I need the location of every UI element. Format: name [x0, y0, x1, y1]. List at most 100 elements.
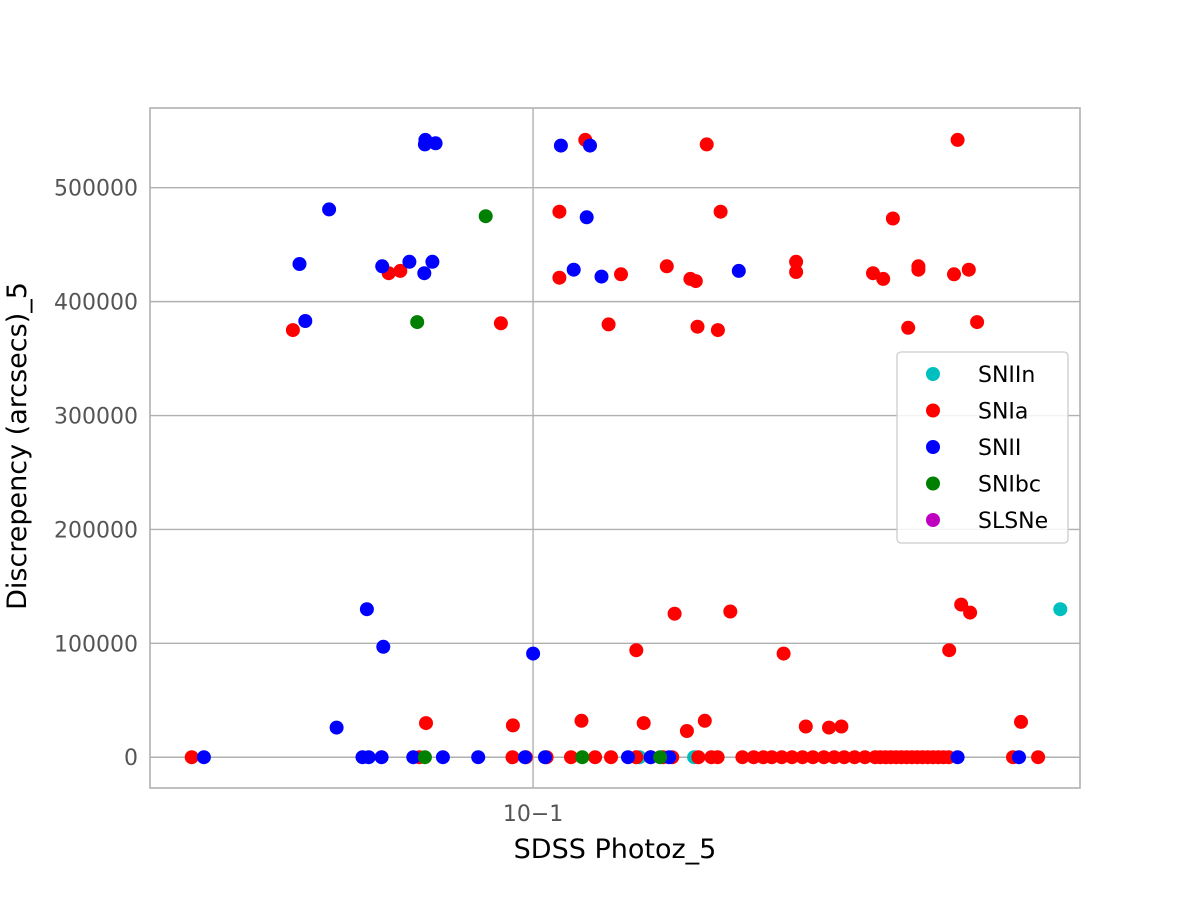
point-snia: [285, 323, 300, 338]
point-snia: [636, 716, 651, 731]
point-snia: [963, 605, 978, 620]
legend-marker-sniin: [926, 367, 940, 381]
point-snia: [876, 271, 891, 286]
point-snii: [594, 269, 609, 284]
point-snii: [374, 750, 389, 765]
point-snia: [816, 750, 831, 765]
point-snia: [857, 750, 872, 765]
legend-marker-snii: [926, 440, 940, 454]
data-points: [184, 132, 1068, 765]
point-snia: [493, 316, 508, 331]
point-snii: [518, 750, 532, 765]
point-snia: [795, 750, 810, 765]
point-snia: [746, 750, 761, 765]
point-snia: [776, 646, 791, 661]
point-snii: [621, 750, 635, 765]
series-snibc: [410, 209, 668, 765]
point-snia: [691, 750, 706, 765]
point-snia: [697, 713, 712, 728]
point-snia: [798, 719, 813, 734]
point-snia: [834, 719, 849, 734]
point-snia: [735, 750, 750, 765]
point-snia: [659, 259, 674, 274]
point-snia: [184, 750, 199, 765]
y-axis-label: Discrepency (arcsecs)_5: [2, 282, 33, 610]
point-snii: [526, 646, 541, 661]
legend-label-snibc: SNIbc: [978, 473, 1041, 498]
point-snia: [690, 319, 705, 334]
point-snii: [428, 136, 443, 151]
point-snia: [564, 750, 578, 765]
point-snia: [393, 263, 408, 278]
point-snii: [538, 750, 552, 765]
legend-marker-snibc: [926, 476, 940, 491]
point-snia: [970, 315, 985, 330]
legend-label-snia: SNIa: [978, 400, 1028, 425]
point-snii: [361, 750, 376, 765]
y-tick-label: 200000: [54, 518, 138, 543]
point-snia: [785, 750, 799, 765]
point-snia: [710, 323, 725, 338]
point-snia: [942, 643, 957, 658]
point-snia: [688, 274, 703, 289]
point-snii: [731, 263, 746, 278]
point-snia: [847, 750, 862, 765]
point-snii: [425, 254, 440, 269]
point-snia: [699, 137, 714, 152]
point-snia: [574, 713, 589, 728]
point-snii: [1012, 750, 1026, 765]
point-snia: [885, 211, 900, 226]
point-snia: [805, 750, 820, 765]
point-snii: [553, 138, 568, 153]
gridlines: [150, 108, 1080, 788]
point-snibc: [478, 209, 493, 224]
point-snia: [552, 204, 567, 219]
legend-marker-slsne: [926, 513, 940, 527]
legend-marker-snia: [926, 403, 940, 418]
point-snia: [789, 254, 804, 269]
y-tick-label: 500000: [54, 177, 138, 202]
point-snii: [322, 202, 337, 217]
y-tick-label: 100000: [54, 632, 138, 657]
point-snii: [375, 259, 390, 274]
point-snii: [376, 639, 391, 654]
point-snia: [552, 270, 567, 285]
point-snia: [789, 265, 804, 279]
x-tick-label: 10−1: [503, 802, 563, 827]
point-snia: [947, 267, 961, 282]
point-snia: [723, 604, 738, 619]
point-snia: [614, 267, 628, 282]
point-snia: [911, 262, 926, 277]
point-snia: [961, 262, 976, 277]
point-snia: [679, 724, 694, 738]
point-snia: [710, 750, 725, 765]
point-snii: [196, 750, 211, 765]
point-snia: [505, 750, 520, 765]
point-snii: [298, 314, 313, 328]
legend-label-sniin: SNIIn: [978, 363, 1035, 388]
plot-frame: [149, 107, 1081, 789]
tick-labels: 0 100000 200000 300000 400000 500000 10−1: [54, 177, 563, 827]
y-tick-label: 0: [124, 746, 138, 771]
point-snia: [588, 750, 603, 765]
point-snibc: [653, 750, 668, 765]
point-snii: [406, 750, 421, 765]
point-snia: [901, 320, 916, 335]
point-snibc: [410, 315, 425, 330]
point-snii: [292, 257, 307, 271]
point-snii: [566, 262, 581, 277]
point-snia: [713, 204, 728, 219]
point-snia: [837, 750, 852, 765]
point-snii: [579, 210, 594, 225]
point-snibc: [575, 750, 590, 765]
point-snia: [601, 317, 616, 332]
point-snia: [667, 606, 682, 621]
point-snia: [774, 750, 789, 765]
point-snia: [866, 266, 880, 281]
point-snii: [359, 602, 374, 617]
point-snia: [629, 643, 644, 658]
point-snii: [583, 138, 597, 153]
point-snia: [505, 718, 520, 733]
point-snia: [954, 597, 969, 612]
